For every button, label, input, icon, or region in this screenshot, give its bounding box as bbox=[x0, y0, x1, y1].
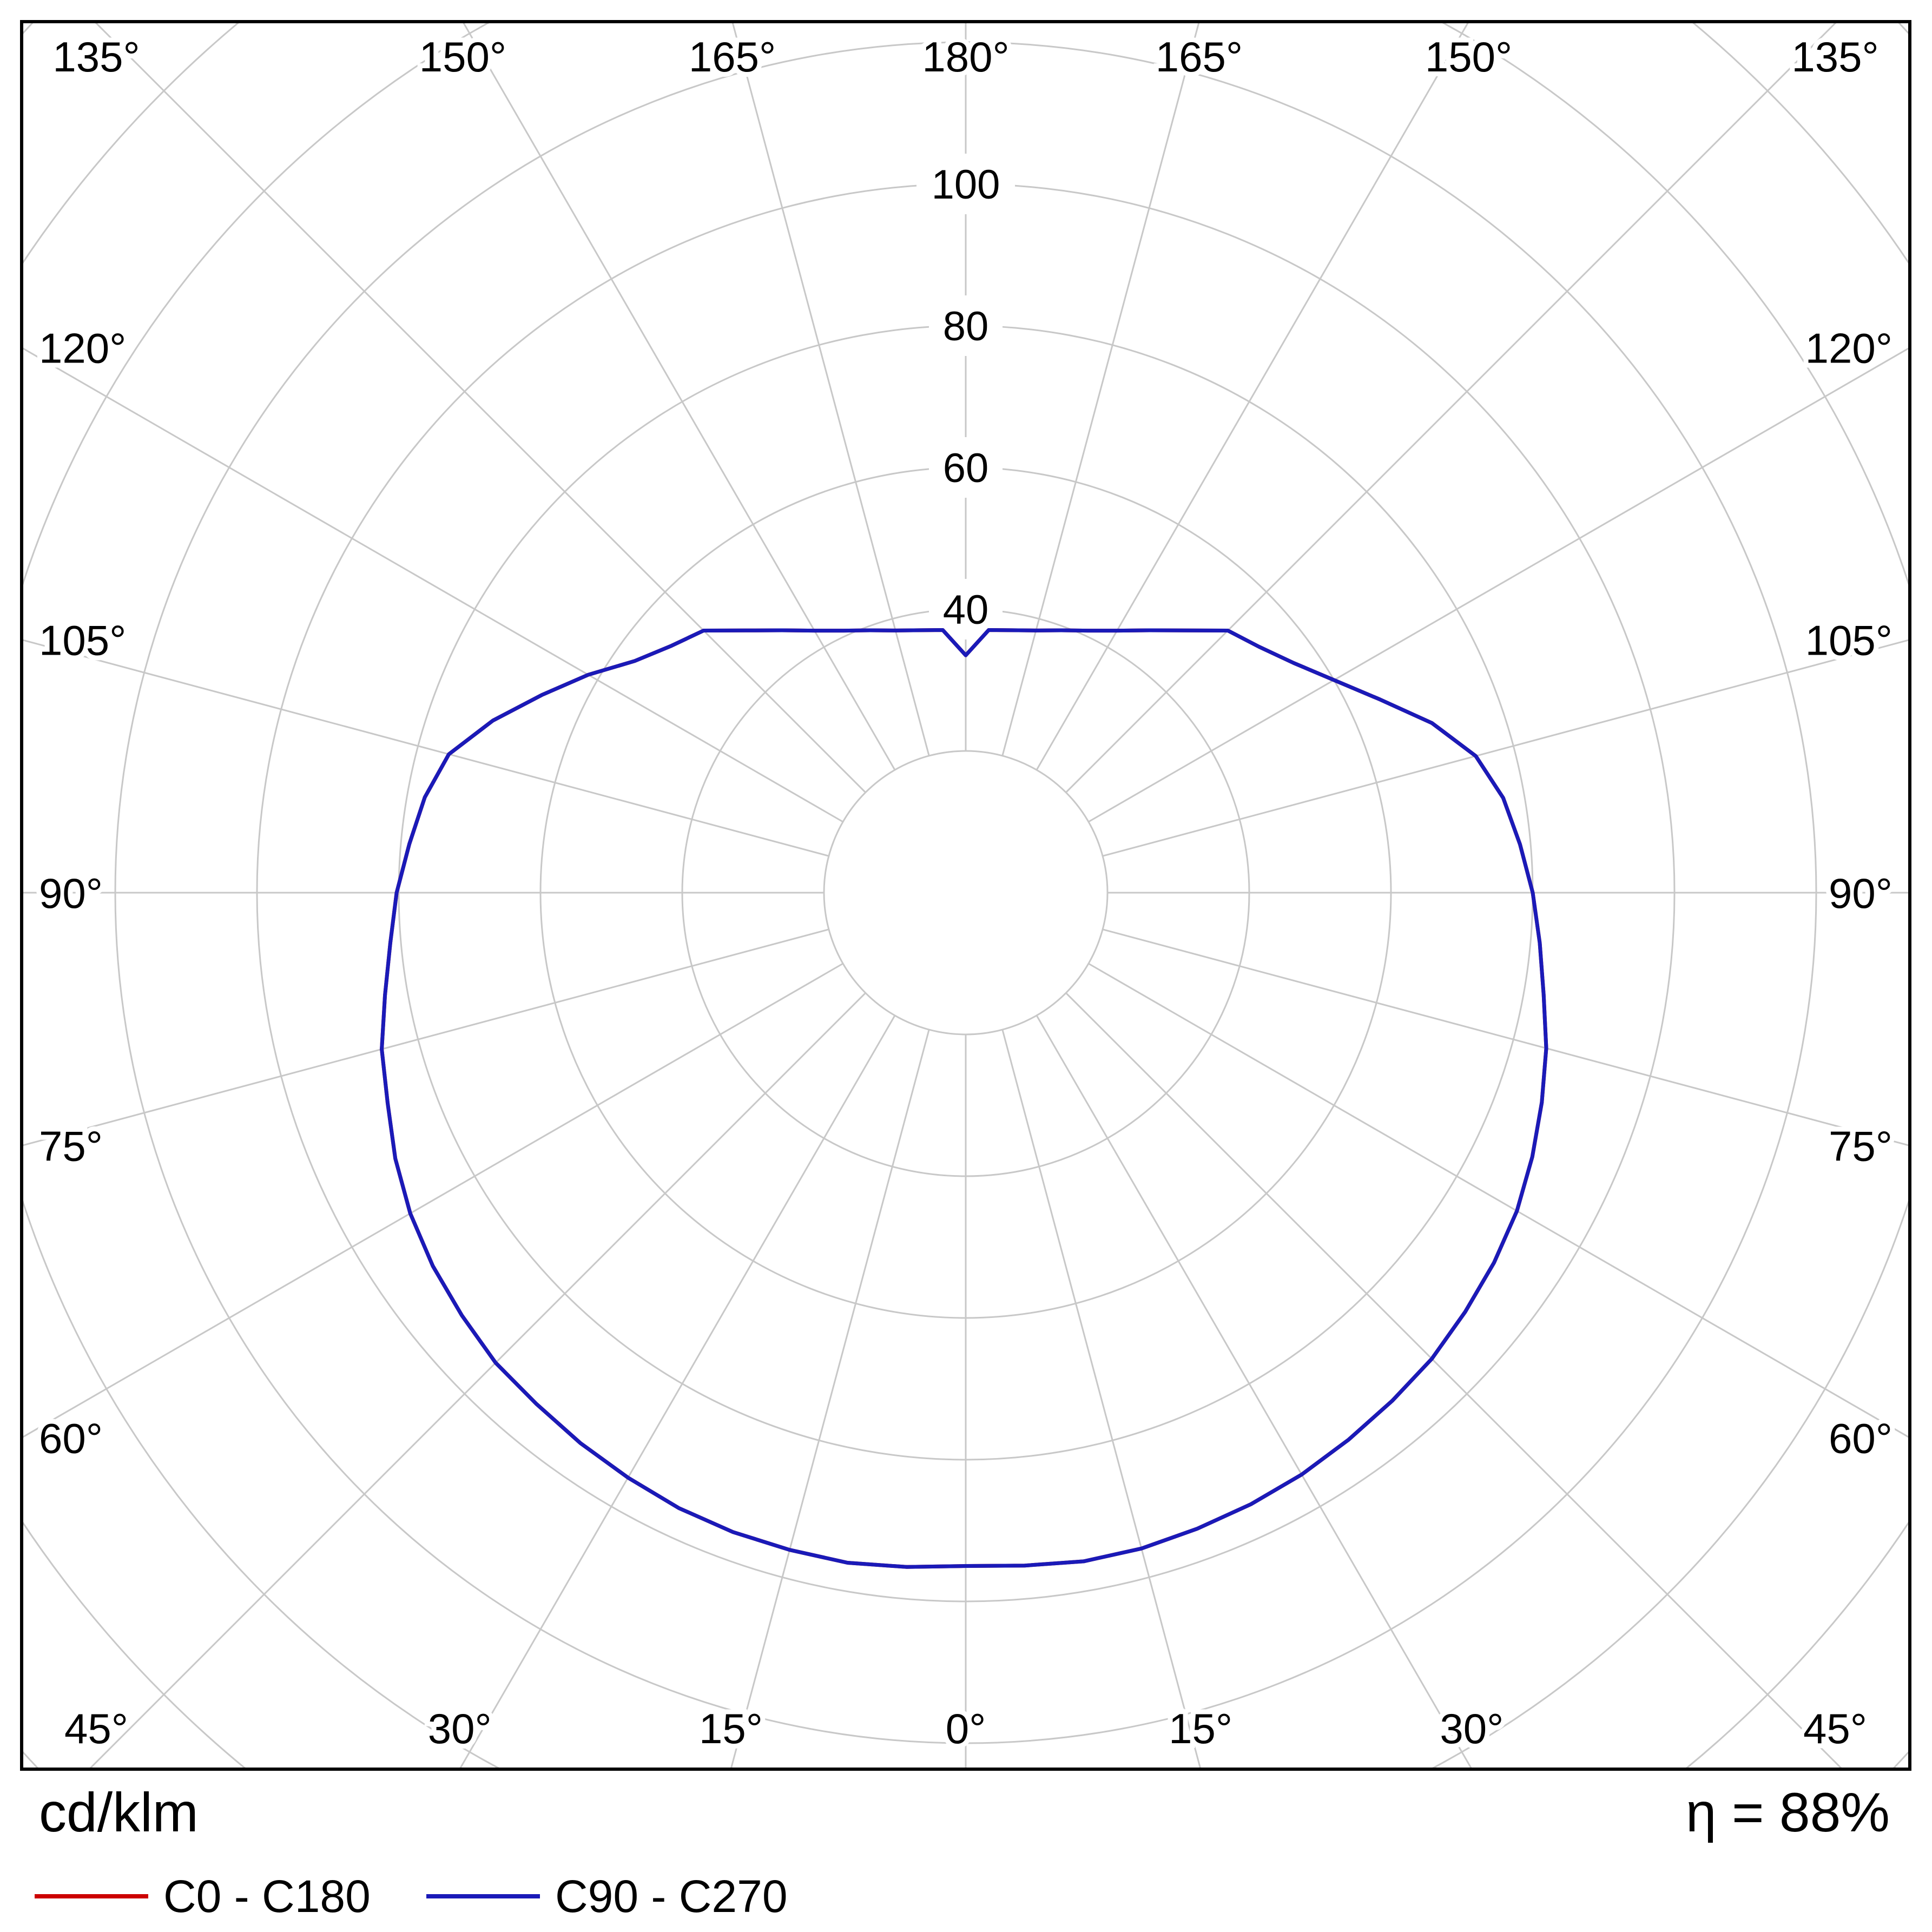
angle-label: 135° bbox=[52, 33, 140, 81]
angle-label: 30° bbox=[1440, 1705, 1504, 1752]
grid-spoke bbox=[22, 928, 829, 1147]
angle-label: 150° bbox=[419, 33, 506, 81]
legend-label-c90-c270: C90 - C270 bbox=[555, 1870, 788, 1922]
curves bbox=[380, 628, 1548, 1569]
angle-label: 105° bbox=[1805, 616, 1893, 664]
grid-spoke bbox=[1001, 22, 1200, 756]
ring-label-bg bbox=[916, 154, 1015, 214]
ring-value-label: 100 bbox=[932, 162, 1000, 208]
angle-label: 120° bbox=[39, 325, 126, 372]
grid-spoke bbox=[458, 1015, 896, 1769]
grid-spoke bbox=[22, 638, 829, 857]
angle-label: 165° bbox=[689, 33, 776, 81]
angle-label: 15° bbox=[699, 1705, 763, 1752]
ring-label-bg bbox=[929, 295, 1003, 356]
grid-spoke bbox=[1102, 638, 1910, 857]
grid-spoke bbox=[1088, 962, 1910, 1439]
ring-value-label: 80 bbox=[943, 304, 989, 350]
legend-label-c0-c180: C0 - C180 bbox=[163, 1870, 371, 1922]
curve-c0-c180 bbox=[380, 628, 1548, 1569]
efficiency-label: η = 88% bbox=[1685, 1782, 1890, 1843]
angle-label: 30° bbox=[428, 1705, 492, 1752]
grid-spoke bbox=[731, 22, 930, 756]
legend-item-c90-c270: C90 - C270 bbox=[426, 1869, 788, 1923]
grid-spoke bbox=[461, 22, 896, 770]
angle-label: 45° bbox=[1803, 1705, 1867, 1752]
curve-c90-c270 bbox=[380, 628, 1548, 1569]
grid-spoke bbox=[22, 346, 843, 823]
angle-label: 165° bbox=[1156, 33, 1243, 81]
grid-spoke bbox=[1102, 928, 1910, 1147]
grid-spoke bbox=[1036, 22, 1470, 770]
angle-label: 180° bbox=[922, 33, 1009, 81]
legend-line-red bbox=[35, 1894, 148, 1898]
grid-spoke bbox=[1036, 1015, 1473, 1769]
grid-spoke bbox=[22, 962, 843, 1439]
plot-border bbox=[20, 20, 1911, 1771]
units-label: cd/klm bbox=[39, 1782, 199, 1843]
angle-labels: 0° 15° 15° 30° 30° 45° 45° 60° 60° 75° 75° 90° 90° 10… bbox=[34, 28, 1897, 1757]
ring-value-labels: 40 60 80 100 bbox=[916, 154, 1015, 639]
angle-label: 120° bbox=[1805, 325, 1893, 372]
angle-label: 135° bbox=[1791, 33, 1878, 81]
angle-label: 105° bbox=[39, 616, 126, 664]
ring-value-label: 40 bbox=[943, 587, 989, 633]
angle-label: 60° bbox=[39, 1414, 103, 1462]
angle-label: 60° bbox=[1829, 1414, 1893, 1462]
grid-ring bbox=[823, 750, 1109, 1036]
grid-spoke bbox=[88, 992, 866, 1769]
grid-spoke bbox=[1088, 346, 1910, 823]
angle-label: 90° bbox=[1829, 869, 1893, 917]
angle-label: 15° bbox=[1169, 1705, 1232, 1752]
angle-label: 150° bbox=[1425, 33, 1512, 81]
grid-spoke bbox=[1001, 1029, 1202, 1769]
angle-label: 75° bbox=[1829, 1123, 1893, 1170]
grid-spoke bbox=[1065, 992, 1844, 1769]
ring-label-bg bbox=[929, 437, 1003, 498]
grid-spoke bbox=[730, 1029, 930, 1769]
angle-label: 90° bbox=[39, 869, 103, 917]
legend-item-c0-c180: C0 - C180 bbox=[35, 1869, 371, 1923]
grid-spoke bbox=[93, 22, 866, 793]
angle-label: 0° bbox=[946, 1705, 986, 1752]
angle-label: 75° bbox=[39, 1123, 103, 1170]
grid-spoke bbox=[1065, 22, 1838, 793]
angle-label: 45° bbox=[64, 1705, 128, 1752]
ring-value-label: 60 bbox=[943, 445, 989, 491]
legend-line-blue bbox=[426, 1894, 540, 1898]
